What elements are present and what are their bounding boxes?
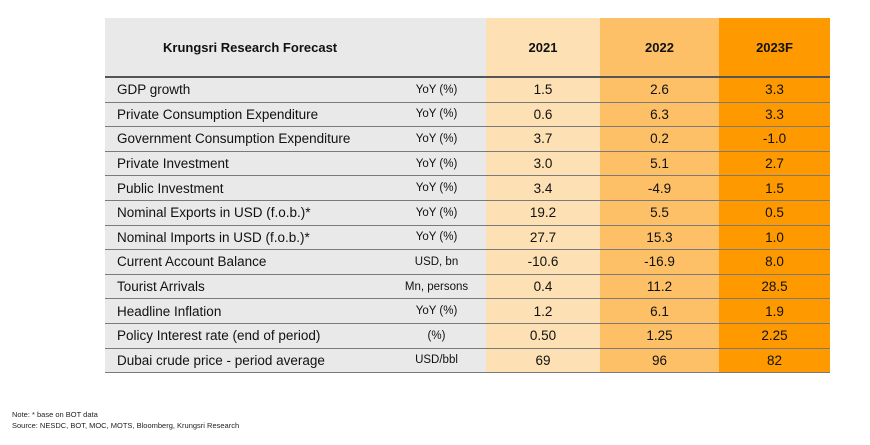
table-row: Government Consumption Expenditure YoY (%… (105, 127, 830, 152)
footnotes: Note: * base on BOT data Source: NESDC, … (12, 409, 239, 431)
value-2021: 0.4 (533, 279, 553, 295)
row-label: Private Investment (117, 156, 229, 172)
row-label: Nominal Imports in USD (f.o.b.)* (117, 229, 310, 245)
value-2022: 0.2 (650, 131, 669, 147)
row-unit: Mn, persons (404, 280, 469, 293)
value-2023f: 2.7 (765, 156, 784, 172)
row-label: Tourist Arrivals (117, 279, 205, 295)
value-2022: -4.9 (647, 180, 672, 196)
source-text: Source: NESDC, BOT, MOC, MOTS, Bloomberg… (12, 421, 240, 430)
row-label: Government Consumption Expenditure (117, 131, 351, 147)
value-2021: 0.50 (529, 328, 557, 344)
value-2021: 69 (535, 352, 551, 368)
value-2022: 1.25 (646, 328, 673, 344)
row-label: Policy Interest rate (end of period) (117, 328, 321, 344)
table-row: Dubai crude price - period average USD/bb… (105, 349, 830, 374)
row-label: Dubai crude price - period average (117, 352, 325, 368)
row-label: Public Investment (117, 180, 224, 196)
row-label: Headline Inflation (117, 303, 222, 319)
value-2022: 96 (651, 352, 668, 368)
value-2023f: 3.3 (765, 82, 784, 98)
table-title: Krungsri Research Forecast (163, 39, 338, 55)
table-row: Private Investment YoY (%) 3.0 5.1 2.7 (105, 152, 830, 177)
value-2023f: 1.0 (765, 229, 784, 245)
table-row: Headline Inflation YoY (%) 1.2 6.1 1.9 (105, 299, 830, 324)
value-2022: -16.9 (644, 254, 675, 270)
row-label: GDP growth (117, 82, 191, 98)
row-unit: USD/bbl (415, 354, 458, 367)
row-unit: YoY (%) (415, 83, 458, 96)
value-2022: 5.5 (650, 205, 669, 221)
table-header: Krungsri Research Forecast 2021 2022 202… (105, 18, 830, 78)
column-header-2023f: 2023F (756, 39, 793, 55)
value-2021: 19.2 (529, 205, 557, 221)
value-2022: 2.6 (650, 82, 669, 98)
value-2023f: 82 (766, 352, 783, 368)
value-2021: -10.6 (527, 254, 559, 270)
row-unit: USD, bn (414, 255, 459, 268)
column-header-2021: 2021 (528, 39, 558, 55)
row-label: Private Consumption Expenditure (117, 106, 319, 122)
value-2021: 1.2 (533, 303, 553, 319)
value-2022: 6.3 (650, 106, 669, 122)
row-label: Current Account Balance (117, 254, 267, 270)
value-2023f: 2.25 (761, 328, 788, 344)
row-unit: YoY (%) (415, 182, 458, 195)
row-unit: YoY (%) (415, 206, 458, 219)
value-2023f: 3.3 (765, 106, 784, 122)
value-2021: 3.4 (533, 180, 553, 196)
row-unit: (%) (427, 329, 446, 342)
row-label: Nominal Exports in USD (f.o.b.)* (117, 205, 311, 221)
value-2023f: 1.9 (765, 303, 784, 319)
table-row: GDP growth YoY (%) 1.5 2.6 3.3 (105, 78, 830, 103)
table-row: Policy Interest rate (end of period) (%) 0… (105, 324, 830, 349)
table-row: Tourist Arrivals Mn, persons 0.4 11.2 28.5 (105, 275, 830, 300)
value-2021: 27.7 (529, 229, 557, 245)
note-text: Note: * base on BOT data (12, 410, 98, 419)
value-2021: 3.0 (533, 156, 553, 172)
table-row: Nominal Imports in USD (f.o.b.)* YoY (%) 2… (105, 226, 830, 251)
value-2023f: 1.5 (765, 180, 784, 196)
column-header-2022: 2022 (645, 39, 674, 55)
value-2021: 1.5 (533, 82, 553, 98)
value-2023f: -1.0 (762, 131, 787, 147)
value-2023f: 8.0 (765, 254, 784, 270)
value-2023f: 28.5 (761, 279, 788, 295)
table-row: Current Account Balance USD, bn -10.6 -16.9… (105, 250, 830, 275)
row-unit: YoY (%) (415, 231, 458, 244)
row-unit: YoY (%) (415, 108, 458, 121)
row-unit: YoY (%) (415, 305, 458, 318)
table-row: Public Investment YoY (%) 3.4 -4.9 1.5 (105, 176, 830, 201)
table-row: Nominal Exports in USD (f.o.b.)* YoY (%) 1… (105, 201, 830, 226)
row-unit: YoY (%) (415, 132, 458, 145)
value-2022: 11.2 (646, 279, 673, 295)
table-row: Private Consumption Expenditure YoY (%) 0.… (105, 103, 830, 128)
value-2023f: 0.5 (765, 205, 784, 221)
value-2022: 6.1 (650, 303, 669, 319)
value-2022: 15.3 (646, 229, 673, 245)
value-2021: 3.7 (533, 131, 553, 147)
value-2021: 0.6 (533, 106, 553, 122)
value-2022: 5.1 (650, 156, 669, 172)
row-unit: YoY (%) (415, 157, 458, 170)
